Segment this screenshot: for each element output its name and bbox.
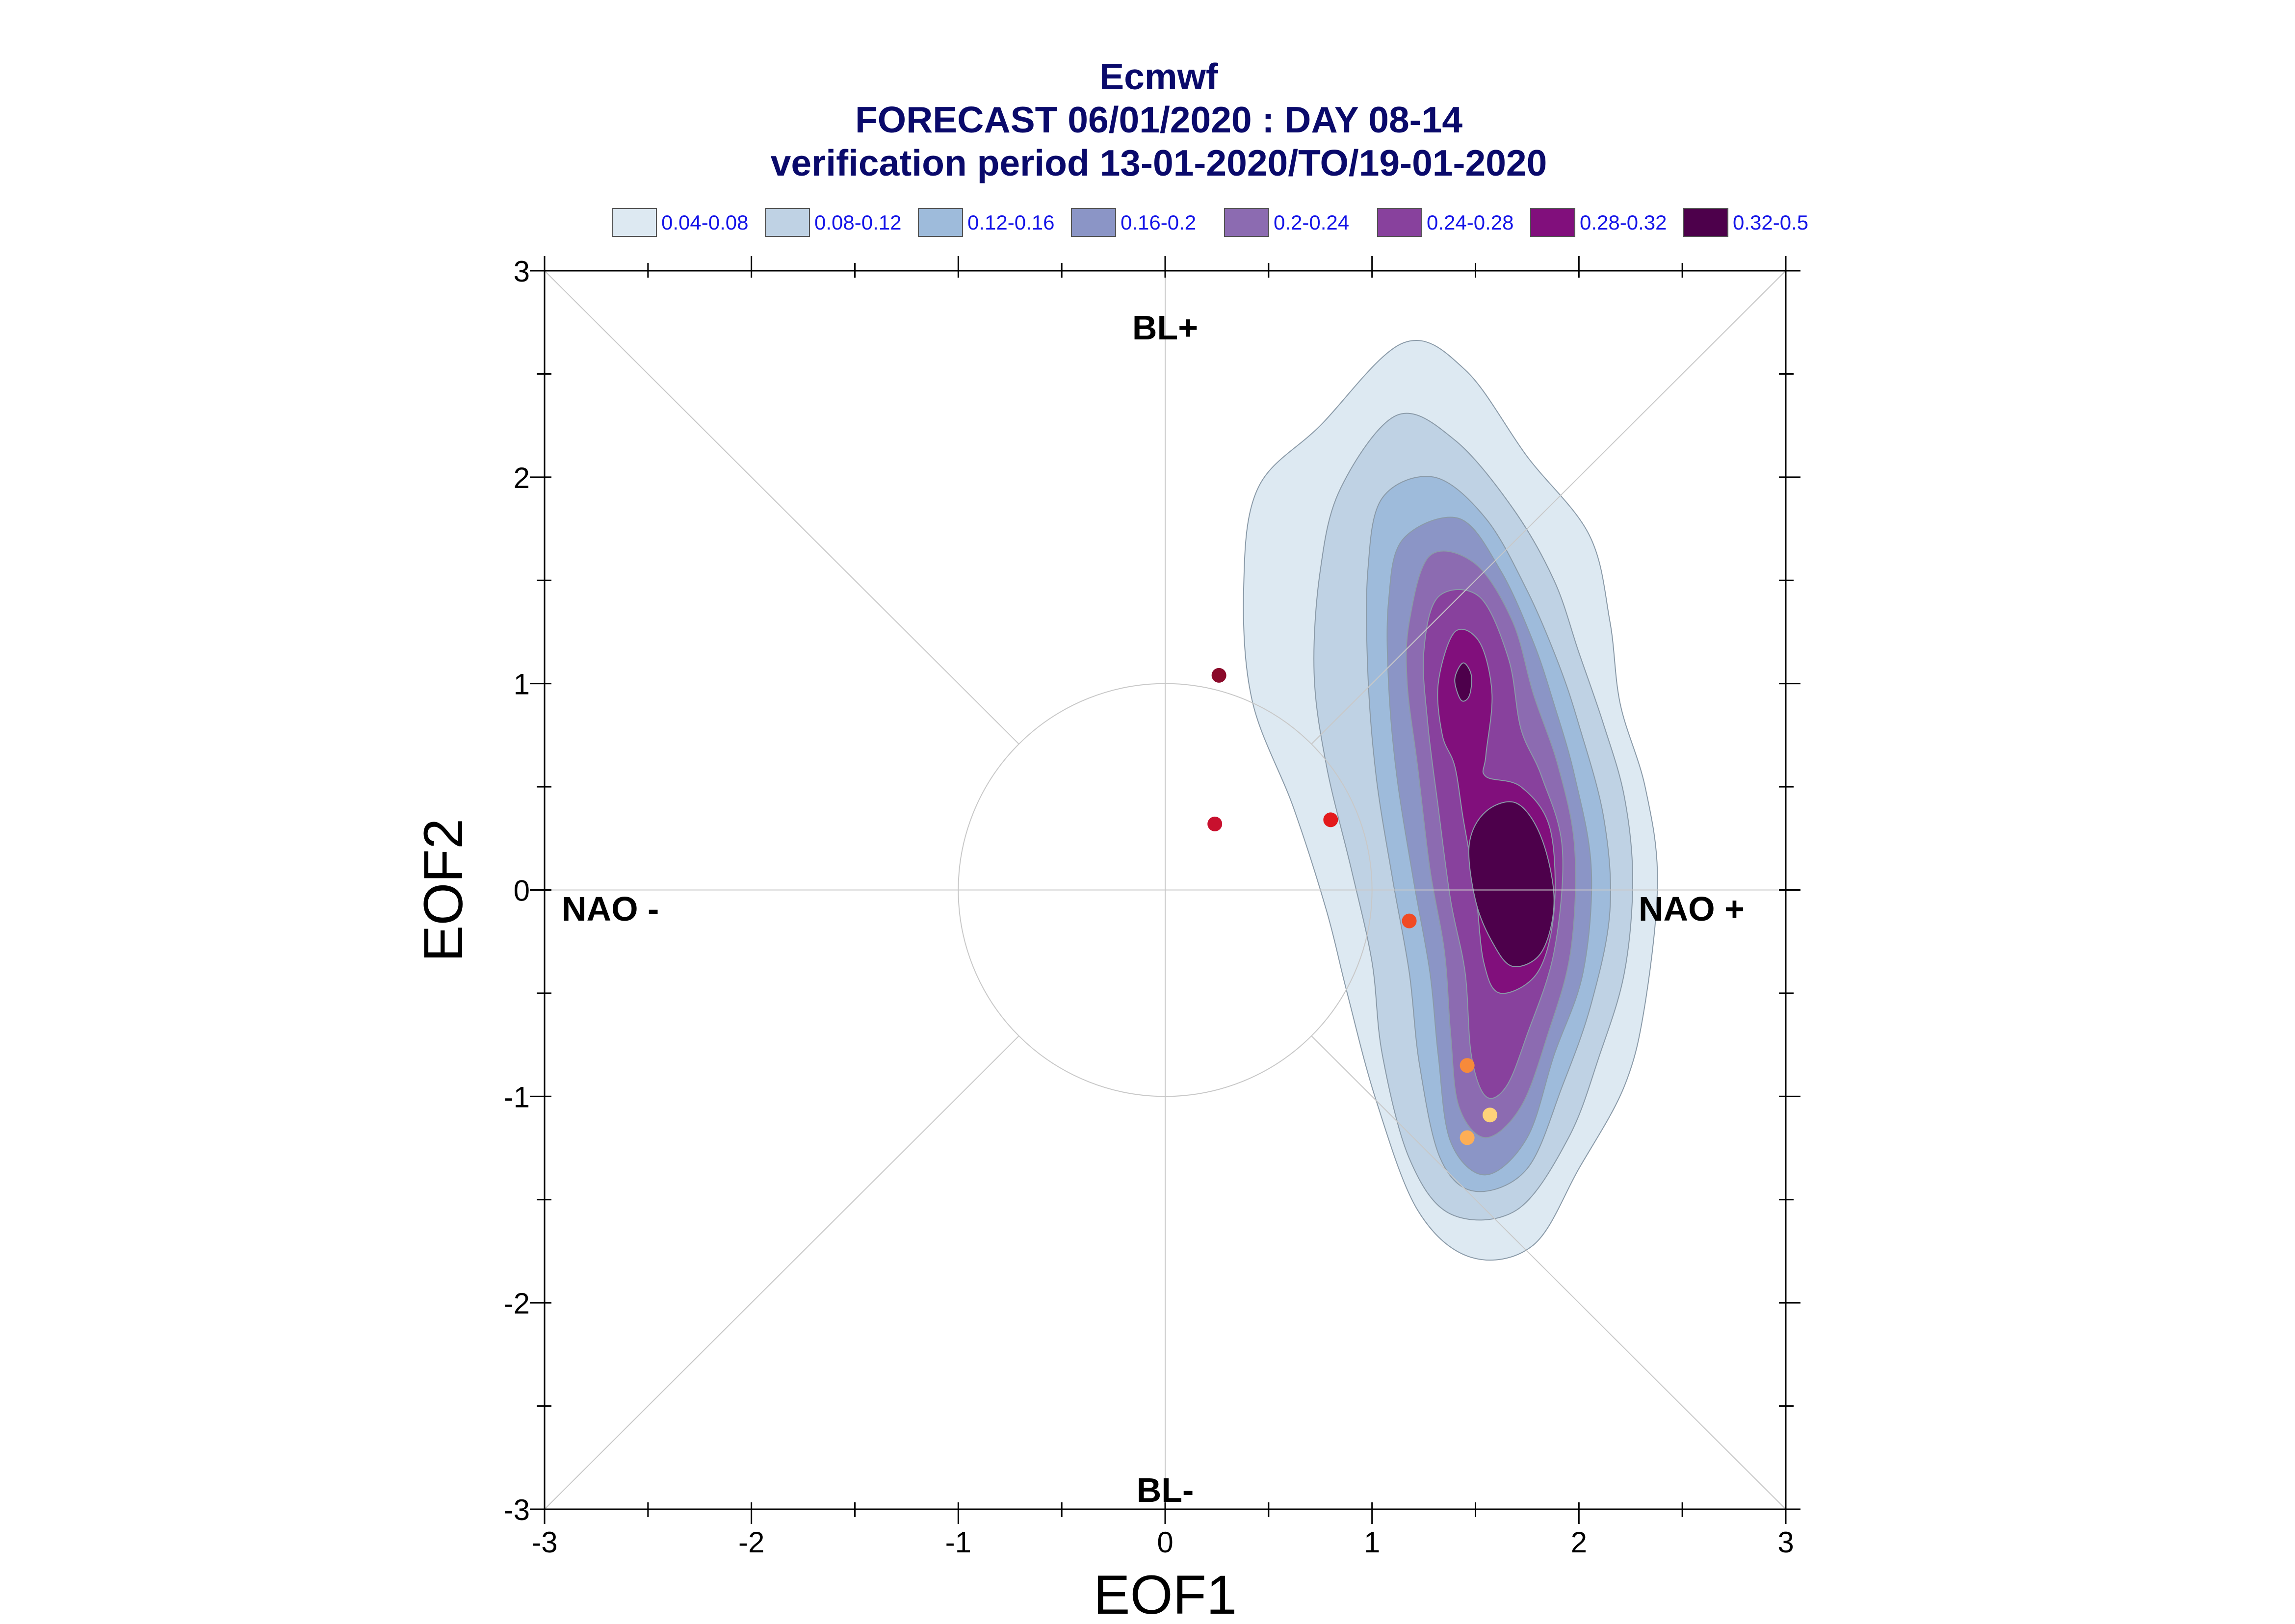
chart-title: Ecmwf bbox=[1099, 56, 1219, 97]
legend-item: 0.08-0.12 bbox=[765, 208, 901, 237]
regime-label-bottom: BL- bbox=[1137, 1471, 1194, 1509]
diagonal-line-4 bbox=[1311, 1035, 1786, 1510]
x-tick-label: -2 bbox=[738, 1526, 764, 1559]
legend-label: 0.24-0.28 bbox=[1427, 211, 1513, 234]
y-tick-label: -1 bbox=[504, 1081, 530, 1113]
data-point-5 bbox=[1460, 1058, 1475, 1073]
y-tick-label: -3 bbox=[504, 1494, 530, 1526]
legend-label: 0.12-0.16 bbox=[967, 211, 1054, 234]
y-axis-label: EOF2 bbox=[413, 819, 474, 962]
legend-label: 0.28-0.32 bbox=[1580, 211, 1667, 234]
contour-0.32-0.5 bbox=[1468, 801, 1555, 967]
legend-label: 0.08-0.12 bbox=[814, 211, 901, 234]
legend-item: 0.28-0.32 bbox=[1530, 208, 1667, 237]
legend-item: 0.32-0.5 bbox=[1683, 208, 1808, 237]
density-contours bbox=[1243, 340, 1658, 1261]
regime-label-right: NAO + bbox=[1639, 890, 1745, 928]
axis-ticks: -3 -2 -1 0 1 2 3 -3 -2 -1 0 1 2 3 bbox=[504, 255, 1800, 1559]
legend-item: 0.2-0.24 bbox=[1224, 208, 1349, 237]
chart-subtitle: FORECAST 06/01/2020 : DAY 08-14 bbox=[855, 99, 1462, 140]
y-tick-label: 2 bbox=[514, 462, 530, 494]
data-point-2 bbox=[1207, 816, 1223, 831]
member-points bbox=[1207, 668, 1498, 1145]
legend-swatch bbox=[612, 208, 657, 237]
diagonal-line-3 bbox=[544, 1035, 1019, 1510]
x-axis-label: EOF1 bbox=[1094, 1564, 1237, 1624]
unit-circle bbox=[958, 683, 1373, 1097]
x-tick-label: 1 bbox=[1364, 1526, 1380, 1559]
chart-subtitle-2: verification period 13-01-2020/TO/19-01-… bbox=[771, 142, 1547, 183]
legend-swatch bbox=[1530, 208, 1575, 237]
legend-item: 0.12-0.16 bbox=[918, 208, 1054, 237]
legend-swatch bbox=[1071, 208, 1116, 237]
data-point-4 bbox=[1402, 913, 1417, 928]
legend-swatch bbox=[765, 208, 810, 237]
regime-label-top: BL+ bbox=[1132, 309, 1198, 347]
diagonal-line-1 bbox=[1311, 270, 1786, 745]
x-tick-label: -3 bbox=[531, 1526, 557, 1559]
data-point-7 bbox=[1460, 1130, 1475, 1145]
legend-label: 0.2-0.24 bbox=[1274, 211, 1349, 234]
legend: 0.04-0.08 0.08-0.12 0.12-0.16 0.16-0.2 0.2-0… bbox=[612, 208, 1808, 237]
regime-label-left: NAO - bbox=[562, 890, 659, 928]
y-tick-label: 1 bbox=[514, 668, 530, 701]
legend-swatch bbox=[918, 208, 963, 237]
legend-swatch bbox=[1224, 208, 1269, 237]
x-tick-label: -1 bbox=[945, 1526, 971, 1559]
x-tick-label: 3 bbox=[1777, 1526, 1794, 1559]
legend-label: 0.32-0.5 bbox=[1733, 211, 1808, 234]
y-tick-label: -2 bbox=[504, 1287, 530, 1320]
legend-swatch bbox=[1683, 208, 1728, 237]
data-point-1 bbox=[1211, 668, 1226, 683]
data-point-6 bbox=[1483, 1108, 1498, 1123]
data-point-3 bbox=[1323, 812, 1338, 827]
legend-label: 0.04-0.08 bbox=[661, 211, 748, 234]
legend-label: 0.16-0.2 bbox=[1121, 211, 1196, 234]
legend-item: 0.16-0.2 bbox=[1071, 208, 1196, 237]
y-tick-label: 0 bbox=[514, 875, 530, 907]
contour-0.32-0.5 bbox=[1454, 662, 1472, 702]
legend-item: 0.04-0.08 bbox=[612, 208, 748, 237]
legend-swatch bbox=[1377, 208, 1422, 237]
guide-lines bbox=[544, 270, 1786, 1510]
x-tick-label: 0 bbox=[1157, 1526, 1173, 1559]
legend-item: 0.24-0.28 bbox=[1377, 208, 1513, 237]
y-tick-label: 3 bbox=[514, 255, 530, 288]
x-tick-label: 2 bbox=[1571, 1526, 1587, 1559]
diagonal-line-2 bbox=[544, 270, 1019, 745]
